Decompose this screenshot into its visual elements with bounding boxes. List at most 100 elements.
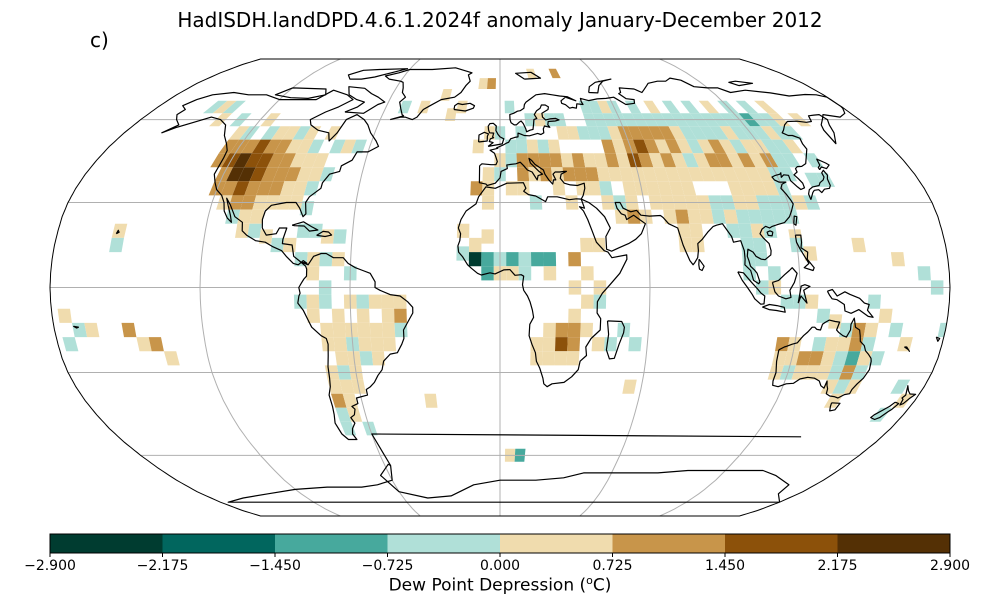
anomaly-cell: [614, 209, 629, 224]
anomaly-cell: [109, 237, 124, 253]
anomaly-cell: [596, 167, 611, 182]
anomaly-cell: [628, 337, 642, 352]
anomaly-cell: [615, 153, 631, 168]
anomaly-cell: [585, 167, 599, 182]
graticule: [50, 59, 950, 516]
anomaly-cell: [394, 308, 407, 323]
colorbar-tick-label: −2.175: [136, 558, 189, 574]
anomaly-cell: [808, 351, 824, 366]
anomaly-cell: [576, 126, 591, 140]
anomaly-cell: [823, 393, 844, 408]
anomaly-cell: [771, 139, 793, 154]
anomaly-cell: [84, 322, 100, 338]
anomaly-cell: [699, 209, 714, 224]
anomaly-cell: [516, 153, 529, 168]
anomaly-cell: [624, 100, 642, 114]
anomaly-cell: [586, 126, 602, 140]
anomaly-grid-cells: [57, 68, 950, 462]
anomaly-cell: [760, 139, 782, 154]
colorbar-tick-label: 1.450: [704, 558, 746, 574]
anomaly-cell: [587, 100, 603, 114]
anomaly-cell: [368, 294, 382, 309]
anomaly-cell: [710, 167, 728, 182]
anomaly-cell: [832, 351, 849, 366]
anomaly-cell: [820, 379, 839, 394]
anomaly-cell: [382, 322, 396, 338]
anomaly-cell: [517, 181, 530, 196]
anomaly-cell: [597, 100, 612, 114]
anomaly-cell: [692, 153, 711, 168]
anomaly-cell: [770, 153, 790, 168]
anomaly-cell: [543, 322, 556, 338]
colorbar-tick-label: 0.000: [479, 558, 521, 574]
anomaly-cell: [505, 181, 518, 196]
coastline: [457, 182, 628, 388]
anomaly-cell: [370, 337, 384, 352]
anomaly-cell: [244, 181, 262, 196]
anomaly-cell: [678, 126, 697, 140]
anomaly-cell: [552, 181, 566, 196]
colorbar-tick-label: −0.725: [361, 558, 414, 574]
anomaly-cell: [627, 126, 644, 140]
anomaly-cell: [567, 322, 581, 338]
anomaly-cell: [482, 167, 495, 182]
anomaly-cell: [518, 266, 532, 281]
anomaly-cell: [469, 237, 482, 253]
anomaly-cell: [868, 351, 885, 366]
coastline: [478, 77, 846, 285]
anomaly-cell: [307, 167, 324, 182]
anomaly-cell: [820, 351, 836, 366]
colorbar-segment: [387, 534, 501, 553]
anomaly-cell: [762, 181, 780, 196]
anomaly-cell: [548, 68, 561, 79]
anomaly-cell: [247, 223, 262, 238]
anomaly-cell: [566, 126, 580, 140]
anomaly-cell: [760, 126, 782, 140]
anomaly-cell: [601, 139, 616, 154]
anomaly-cell: [62, 337, 79, 352]
anomaly-cell: [220, 181, 238, 196]
colorbar-tick-label: 2.900: [929, 558, 971, 574]
coastline: [794, 234, 815, 272]
anomaly-cell: [335, 407, 352, 422]
anomaly-cell: [582, 153, 597, 168]
anomaly-cell: [394, 322, 408, 338]
anomaly-cell: [699, 126, 719, 140]
anomaly-cell: [737, 153, 756, 168]
anomaly-cell: [468, 252, 482, 267]
anomaly-cell: [780, 126, 804, 140]
anomaly-cell: [750, 223, 765, 238]
anomaly-cell: [670, 153, 688, 168]
anomaly-cell: [549, 153, 563, 168]
coastline: [115, 229, 120, 235]
coastline: [384, 67, 473, 121]
anomaly-cell: [111, 223, 128, 238]
anomaly-cell: [271, 126, 291, 140]
colorbar-tick-label: −2.900: [24, 558, 76, 574]
anomaly-cell: [526, 68, 537, 79]
anomaly-cell: [823, 337, 839, 352]
anomaly-cell: [844, 351, 861, 366]
anomaly-cell: [680, 181, 697, 196]
anomaly-cell: [382, 337, 397, 352]
anomaly-cell: [444, 108, 457, 121]
anomaly-cell: [580, 237, 594, 253]
anomaly-cell: [739, 139, 760, 154]
colorbar: [49, 533, 951, 557]
colorbar-segment: [500, 534, 613, 553]
figure-title: HadISDH.landDPD.4.6.1.2024f anomaly Janu…: [177, 8, 823, 32]
coastline: [899, 385, 917, 406]
anomaly-cell: [291, 181, 308, 196]
anomaly-cell: [163, 351, 180, 366]
coastline: [870, 401, 900, 421]
anomaly-cell: [677, 223, 692, 238]
colorbar-tick-label: −1.450: [249, 558, 301, 574]
anomaly-cell: [233, 153, 252, 168]
anomaly-cell: [738, 223, 753, 238]
anomaly-cell: [547, 139, 561, 154]
coastline: [737, 271, 766, 305]
coastline: [793, 215, 798, 226]
anomaly-cell: [226, 167, 245, 182]
anomaly-cell: [619, 167, 634, 182]
coastline: [515, 71, 542, 80]
